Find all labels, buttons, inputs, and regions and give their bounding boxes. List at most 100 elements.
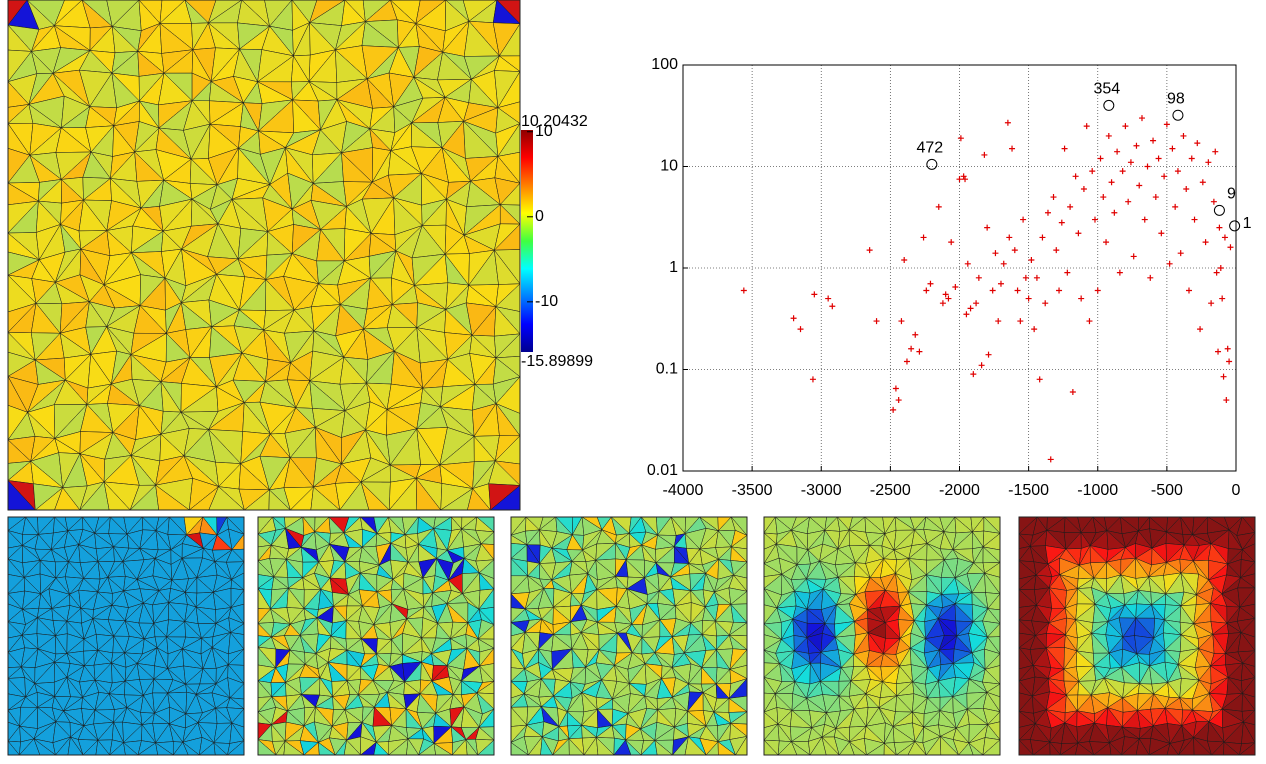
point <box>811 291 817 297</box>
point <box>1219 296 1225 302</box>
annotation-circle <box>1214 205 1224 215</box>
meshes <box>8 0 1255 755</box>
point <box>1161 173 1167 179</box>
point <box>791 315 797 321</box>
mesh-panel <box>511 517 747 755</box>
point <box>1114 149 1120 155</box>
point <box>961 173 967 179</box>
point <box>927 281 933 287</box>
point <box>948 239 954 245</box>
point <box>1147 275 1153 281</box>
point <box>979 362 985 368</box>
point <box>990 288 996 294</box>
point <box>1042 300 1048 306</box>
mesh-panel <box>8 517 244 755</box>
point <box>998 281 1004 287</box>
point <box>1183 186 1189 192</box>
x-tick-label: -2500 <box>870 482 911 499</box>
point <box>1012 247 1018 253</box>
annotation-label: 1 <box>1243 215 1252 232</box>
mesh-panel <box>258 517 494 755</box>
point <box>1120 168 1126 174</box>
point <box>1136 182 1142 188</box>
point <box>1192 217 1198 223</box>
point <box>810 376 816 382</box>
point <box>1125 199 1131 205</box>
point <box>1092 217 1098 223</box>
point <box>1164 121 1170 127</box>
point <box>945 296 951 302</box>
point <box>1081 186 1087 192</box>
y-tick-label: 0.1 <box>656 361 678 378</box>
point <box>992 250 998 256</box>
point <box>1172 204 1178 210</box>
point <box>1015 288 1021 294</box>
colorbar: 10.20432-15.89899100-10 <box>521 113 593 370</box>
point <box>1169 146 1175 152</box>
point <box>1194 140 1200 146</box>
point <box>896 397 902 403</box>
point <box>1031 326 1037 332</box>
point <box>1208 300 1214 306</box>
y-tick-label: 100 <box>651 56 678 73</box>
point <box>901 257 907 263</box>
annotation-circle <box>1230 221 1240 231</box>
x-tick-label: -500 <box>1151 482 1183 499</box>
annotation-label: 9 <box>1227 186 1236 203</box>
point <box>1086 318 1092 324</box>
point <box>898 318 904 324</box>
point <box>1037 376 1043 382</box>
point <box>1089 168 1095 174</box>
y-tick-label: 1 <box>669 259 678 276</box>
annotation-label: 354 <box>1093 81 1120 98</box>
point <box>867 247 873 253</box>
point <box>1158 230 1164 236</box>
point <box>1200 179 1206 185</box>
point <box>1180 133 1186 139</box>
point <box>874 318 880 324</box>
point <box>1178 250 1184 256</box>
point <box>1067 204 1073 210</box>
point <box>986 352 992 358</box>
point <box>912 332 918 338</box>
point <box>1226 358 1232 364</box>
y-tick-label: 10 <box>660 158 678 175</box>
point <box>1189 155 1195 161</box>
point <box>1017 318 1023 324</box>
colorbar-max-label: 10.20432 <box>521 113 588 130</box>
point <box>829 303 835 309</box>
x-tick-label: -3500 <box>732 482 773 499</box>
x-tick-label: -2000 <box>939 482 980 499</box>
point <box>1203 239 1209 245</box>
point <box>1227 244 1233 250</box>
point <box>1128 159 1134 165</box>
colorbar-tick-label: 10 <box>535 123 553 140</box>
point <box>1145 164 1151 170</box>
point <box>916 349 922 355</box>
point <box>1026 296 1032 302</box>
point <box>984 225 990 231</box>
point <box>1218 265 1224 271</box>
point <box>1216 225 1222 231</box>
mesh-panel <box>764 517 1000 755</box>
annotation-circle <box>927 159 937 169</box>
point <box>1009 146 1015 152</box>
point <box>973 300 979 306</box>
point <box>1223 397 1229 403</box>
point <box>908 346 914 352</box>
annotation-label: 98 <box>1167 90 1185 107</box>
point <box>958 135 964 141</box>
point <box>957 176 963 182</box>
point <box>1005 120 1011 126</box>
annotation-circle <box>1104 100 1114 110</box>
x-tick-label: -1000 <box>1077 482 1118 499</box>
point <box>1070 389 1076 395</box>
point <box>976 275 982 281</box>
colorbar-tick-label: 0 <box>535 208 544 225</box>
point <box>981 152 987 158</box>
x-tick-label: -3000 <box>801 482 842 499</box>
point <box>825 296 831 302</box>
point <box>1100 194 1106 200</box>
point <box>1059 220 1065 226</box>
